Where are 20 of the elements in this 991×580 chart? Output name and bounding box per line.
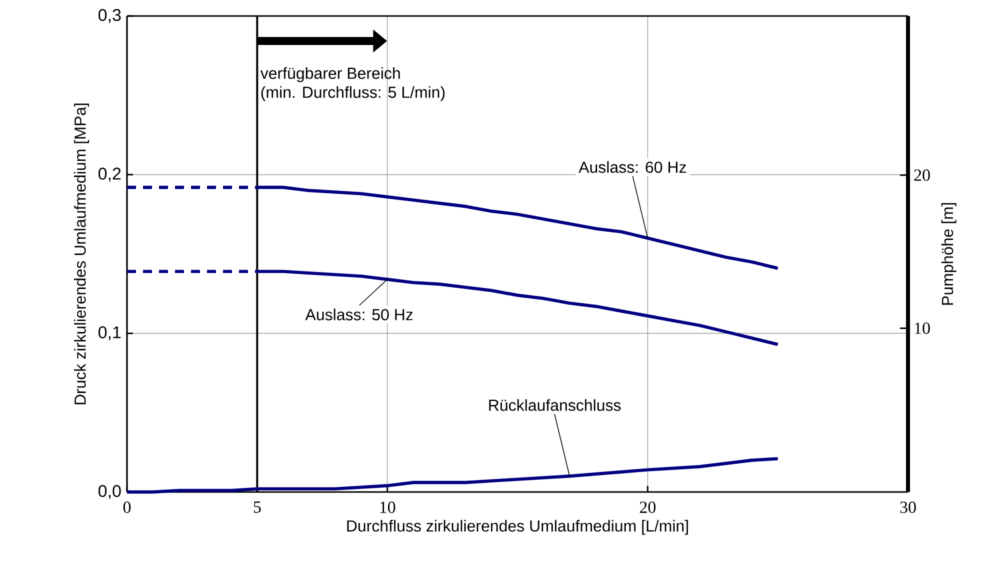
y2-axis-title: Pumphöhe [m] bbox=[941, 203, 956, 305]
x-tick-label: 20 bbox=[640, 502, 656, 514]
text: Rücklaufanschluss bbox=[489, 399, 621, 411]
line-series bbox=[125, 457, 780, 494]
x-tick-label: 0 bbox=[123, 502, 131, 514]
x-tick-label: 10 bbox=[380, 502, 396, 514]
series-label: Auslass: 50 Hz bbox=[305, 308, 413, 320]
y2-tick-label: 20 bbox=[914, 169, 930, 181]
annotation: (min. Durchfluss: 5 L/min) bbox=[261, 86, 445, 102]
x-tick-label: 30 bbox=[900, 502, 916, 514]
y-tick-label: 0,1 bbox=[98, 326, 121, 340]
y-tick-label: 0,3 bbox=[98, 8, 121, 24]
text: Auslass: 60 Hz bbox=[578, 161, 686, 173]
y-axis-title: Druck zirkulierendes Umlaufmedium [MPa] bbox=[74, 104, 89, 404]
annotation: verfügbarer Bereich bbox=[260, 67, 400, 82]
x-axis-title: Durchfluss zirkulierendes Umlaufmedium [L/min] bbox=[347, 520, 688, 535]
y2-tick-label: 10 bbox=[915, 322, 930, 334]
x-tick-label: 5 bbox=[254, 502, 261, 513]
y-tick-label: 0,0 bbox=[98, 484, 121, 500]
y-tick-label: 0,2 bbox=[98, 168, 121, 182]
